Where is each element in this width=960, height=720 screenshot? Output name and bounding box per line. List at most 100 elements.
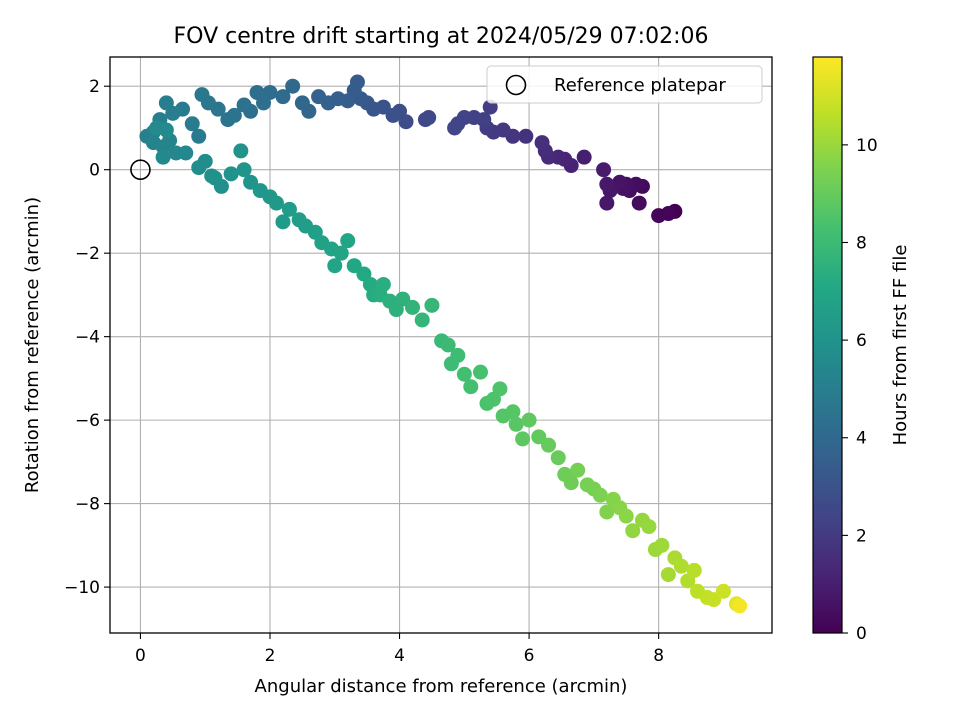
colorbar-tick-label: 4	[856, 429, 867, 449]
data-point	[596, 162, 612, 178]
legend-entry-label: Reference platepar	[554, 75, 726, 96]
legend-marker-open-circle	[505, 74, 527, 96]
chart-title: FOV centre drift starting at 2024/05/29 …	[174, 24, 709, 49]
y-axis-label: Rotation from reference (arcmin)	[22, 197, 43, 493]
data-point	[592, 487, 608, 503]
data-point	[327, 258, 343, 274]
data-point	[515, 431, 531, 447]
data-point	[625, 523, 641, 539]
data-point	[178, 145, 194, 161]
data-point	[686, 562, 702, 578]
data-point	[651, 208, 667, 224]
data-point	[158, 122, 174, 138]
y-tick-label: −8	[75, 495, 100, 515]
data-point	[155, 149, 171, 165]
data-point	[631, 195, 647, 211]
data-point	[311, 89, 327, 105]
data-point	[599, 176, 615, 192]
data-point	[294, 95, 310, 111]
data-point	[223, 166, 239, 182]
data-point	[440, 337, 456, 353]
data-point	[447, 120, 463, 136]
data-point	[521, 412, 537, 428]
data-point	[417, 112, 433, 128]
data-point	[349, 74, 365, 90]
data-point	[340, 233, 356, 249]
data-point	[207, 170, 223, 186]
data-point	[599, 195, 615, 211]
data-point	[473, 364, 489, 380]
y-tick-label: 2	[89, 77, 100, 97]
y-tick-label: −10	[64, 578, 100, 598]
data-point	[715, 583, 731, 599]
y-tick-label: 0	[89, 161, 100, 181]
data-point	[456, 366, 472, 382]
legend: Reference platepar	[486, 65, 763, 104]
data-point	[275, 214, 291, 230]
data-point	[191, 128, 207, 144]
data-point	[673, 558, 689, 574]
data-point	[450, 347, 466, 363]
x-axis-label: Angular distance from reference (arcmin)	[255, 676, 628, 697]
data-point	[191, 160, 207, 176]
data-point	[576, 149, 592, 165]
scatter-points	[139, 74, 748, 614]
data-point	[508, 416, 524, 432]
colorbar-tick-label: 2	[856, 526, 867, 546]
y-axis-ticks: 2 0 −2 −4 −6 −8 −10	[64, 77, 110, 598]
plot-frame	[109, 56, 773, 634]
x-tick-label: 0	[135, 646, 146, 666]
x-tick-label: 2	[265, 646, 276, 666]
data-point	[660, 567, 676, 583]
x-tick-label: 4	[394, 646, 405, 666]
data-point	[385, 107, 401, 123]
data-point	[541, 437, 557, 453]
colorbar-tick-label: 0	[856, 624, 867, 644]
x-tick-label: 8	[653, 646, 664, 666]
data-point	[550, 450, 566, 466]
data-point	[492, 381, 508, 397]
data-point	[233, 143, 249, 159]
data-point	[618, 508, 634, 524]
data-point	[275, 89, 291, 105]
data-point	[236, 97, 252, 113]
data-point	[158, 95, 174, 111]
data-point	[531, 429, 547, 445]
colorbar-ticks: 0 2 4 6 8 10	[842, 136, 878, 644]
data-point	[249, 84, 265, 100]
x-axis-ticks: 0 2 4 6 8	[135, 633, 664, 666]
data-point	[732, 598, 748, 614]
data-point	[518, 128, 534, 144]
data-point	[220, 112, 236, 128]
data-point	[375, 276, 391, 292]
data-point	[194, 87, 210, 103]
colorbar	[812, 56, 843, 634]
data-point	[414, 312, 430, 328]
colorbar-tick-label: 10	[856, 136, 878, 156]
y-tick-label: −2	[75, 244, 100, 264]
y-tick-label: −4	[75, 328, 100, 348]
colorbar-tick-label: 6	[856, 331, 867, 351]
colorbar-label: Hours from first FF file	[890, 245, 911, 446]
data-point	[424, 297, 440, 313]
data-point	[463, 379, 479, 395]
data-point	[184, 116, 200, 132]
data-point	[404, 299, 420, 315]
reference-marker	[130, 159, 151, 180]
data-point	[243, 174, 259, 190]
data-point	[570, 462, 586, 478]
data-point	[563, 475, 579, 491]
data-point	[268, 195, 284, 211]
data-point	[599, 504, 615, 520]
data-point	[654, 537, 670, 553]
data-point	[285, 78, 301, 94]
data-point	[346, 258, 362, 274]
data-point	[395, 291, 411, 307]
reference-point-marker	[130, 159, 151, 180]
y-tick-label: −6	[75, 411, 100, 431]
data-point	[281, 201, 297, 217]
data-point	[236, 162, 252, 178]
data-point	[333, 245, 349, 261]
data-point	[505, 404, 521, 420]
